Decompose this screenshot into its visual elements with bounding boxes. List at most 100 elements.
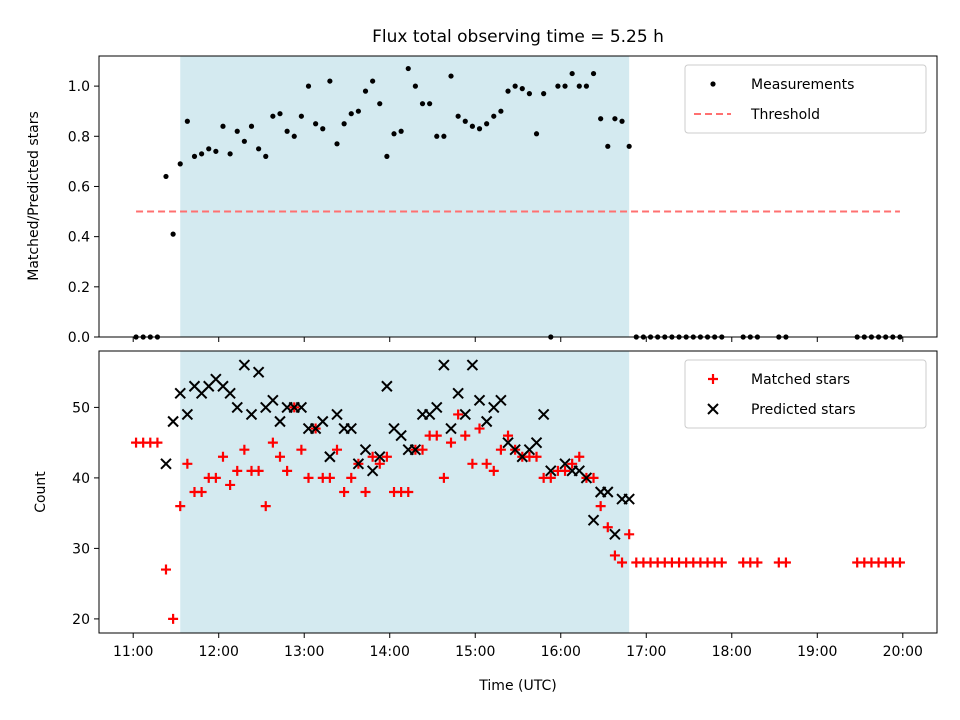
predicted-star-point [245, 408, 258, 421]
measurement-point [533, 131, 540, 137]
matched-star-point [196, 487, 207, 497]
legend-label: Threshold [750, 107, 820, 123]
predicted-star-point [274, 415, 286, 428]
matched-star-point [467, 458, 478, 469]
predicted-star-point [537, 408, 550, 421]
predicted-star-point [545, 465, 557, 477]
count-panel: 20 30 40 50 11:00 12:00 13:00 14:00 15:00 16:00 17… [72, 350, 938, 660]
measurement-point [398, 128, 404, 134]
measurement-point [541, 91, 547, 97]
x-tick-label: 14:00 [370, 644, 410, 660]
measurement-point [576, 83, 582, 89]
matched-star-point [545, 472, 556, 483]
predicted-star-point [317, 415, 329, 428]
x-tick-label: 15:00 [455, 644, 495, 660]
legend-matched-swatch [708, 374, 718, 384]
measurement-point [284, 128, 290, 134]
measurement-point [484, 121, 490, 127]
matched-star-point [152, 437, 163, 448]
predicted-star-point [324, 451, 336, 463]
measurement-point [427, 101, 433, 107]
matched-star-point [431, 430, 442, 441]
measurement-point [498, 108, 504, 114]
measurement-point [469, 123, 475, 129]
matched-star-point [232, 465, 243, 476]
matched-star-point [253, 465, 264, 476]
top-y-tick-label: 0.8 [68, 129, 90, 145]
matched-star-point [168, 613, 179, 624]
predicted-star-point [459, 408, 471, 421]
predicted-star-point [238, 359, 251, 371]
matched-star-point [503, 430, 514, 441]
predicted-star-point [374, 451, 386, 463]
x-tick-label: 13:00 [284, 644, 324, 660]
x-axis-label: Time (UTC) [478, 678, 556, 694]
predicted-star-point [445, 422, 457, 435]
measurement-point [163, 173, 169, 180]
measurement-point [256, 146, 262, 152]
predicted-star-point [587, 514, 600, 526]
measurement-point [619, 118, 625, 124]
predicted-star-point [345, 422, 357, 435]
matched-star-point [274, 451, 285, 462]
matched-star-point [752, 557, 763, 568]
matched-star-point [446, 437, 457, 448]
x-tick-label: 12:00 [199, 644, 239, 660]
matched-star-point [296, 444, 307, 455]
measurement-point [370, 78, 376, 84]
measurement-point [248, 123, 255, 129]
matched-star-point [595, 501, 606, 512]
matched-star-point [460, 430, 471, 441]
top-y-tick-label: 0.0 [68, 330, 90, 346]
measurement-point [562, 83, 568, 89]
matched-star-point [360, 487, 371, 497]
legend-box [684, 359, 927, 429]
matched-star-point [282, 465, 293, 476]
measurement-point [412, 83, 418, 89]
x-tick-label: 19:00 [797, 644, 837, 660]
legend-predicted-swatch [707, 403, 719, 415]
top-y-tick-label: 1.0 [68, 79, 90, 95]
measurement-point [277, 111, 283, 117]
predicted-star-point [495, 394, 507, 407]
measurement-point [377, 101, 383, 107]
predicted-star-point [431, 401, 443, 414]
top-y-tick-label: 0.6 [68, 179, 90, 195]
predicted-star-point [438, 359, 450, 371]
measurement-point [462, 118, 468, 124]
measurement-point [612, 116, 618, 122]
x-tick-label: 20:00 [883, 644, 923, 660]
legend-label: Matched stars [751, 372, 850, 388]
matched-star-point [531, 451, 542, 462]
measurement-point [419, 101, 426, 107]
matched-star-point [374, 458, 385, 469]
measurement-point [441, 133, 447, 139]
measurement-point [605, 143, 611, 149]
measurement-point [270, 113, 276, 119]
measurement-point [263, 153, 269, 159]
predicted-star-point [181, 408, 194, 421]
predicted-star-point [252, 366, 265, 378]
top-y-tick-label: 0.2 [68, 280, 90, 296]
matched-star-point [339, 487, 350, 497]
measurement-point [213, 148, 219, 154]
measurement-point [191, 153, 198, 159]
measurement-point [590, 70, 597, 77]
measurement-point [569, 70, 575, 77]
predicted-star-point [224, 387, 236, 400]
matched-star-point [617, 557, 628, 568]
predicted-star-point [609, 528, 621, 541]
measurement-point [384, 153, 390, 159]
predicted-star-point [231, 401, 243, 414]
matched-star-point [303, 472, 314, 483]
matched-star-point [260, 501, 271, 512]
legend-label: Measurements [751, 77, 854, 93]
predicted-star-point [167, 415, 179, 428]
matched-star-point [716, 557, 727, 568]
matched-star-point [239, 444, 250, 455]
measurement-point [241, 138, 247, 144]
bottom-y-tick-label: 40 [72, 471, 90, 487]
matched-star-point [609, 550, 620, 561]
predicted-star-point [395, 429, 407, 442]
matched-star-point [175, 501, 186, 512]
